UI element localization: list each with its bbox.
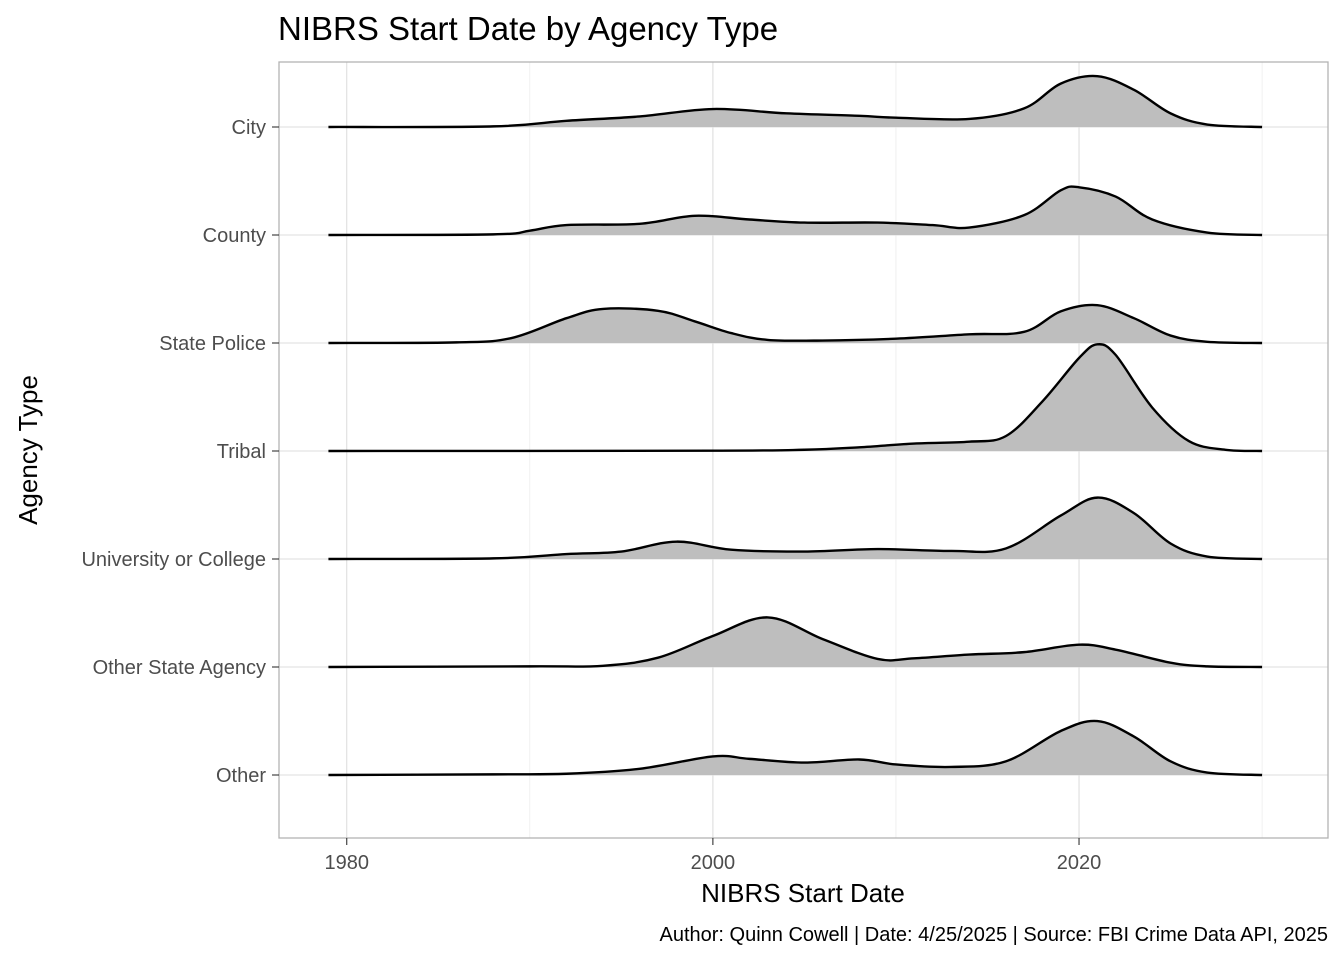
ridge-fill-1: [328, 186, 1263, 235]
ridge-fill-2: [328, 304, 1263, 343]
ridge-line-0: [328, 74, 1263, 129]
ridge-series-group: [328, 74, 1263, 777]
chart-title: NIBRS Start Date by Agency Type: [278, 10, 778, 47]
y-axis: City County State Police Tribal University o…: [81, 117, 279, 787]
x-tick-label-2020: 2020: [1057, 852, 1102, 874]
y-tick-label-5: Other State Agency: [93, 657, 266, 679]
x-tick-label-1980: 1980: [324, 852, 369, 874]
ridge-fill-3: [328, 344, 1263, 451]
y-axis-title: Agency Type: [13, 375, 43, 525]
x-axis-title: NIBRS Start Date: [701, 878, 905, 908]
ridge-fill-6: [328, 720, 1263, 775]
y-tick-label-3: Tribal: [217, 441, 266, 463]
ridge-line-6: [328, 719, 1263, 777]
y-tick-label-0: City: [232, 117, 266, 139]
y-tick-label-1: County: [203, 225, 266, 247]
ridge-fill-4: [328, 497, 1263, 559]
y-tick-label-2: State Police: [159, 333, 266, 355]
ridge-line-2: [328, 303, 1263, 345]
ridge-line-4: [328, 496, 1263, 561]
chart-caption: Author: Quinn Cowell | Date: 4/25/2025 |…: [659, 924, 1328, 946]
panel-border: [278, 61, 1329, 839]
x-axis: 1980 2000 2020: [324, 838, 1101, 874]
x-tick-label-2000: 2000: [691, 852, 736, 874]
ridge-fill-0: [328, 75, 1263, 128]
ridge-line-5: [328, 616, 1263, 669]
y-tick-label-4: University or College: [81, 549, 266, 571]
ridge-line-1: [328, 185, 1263, 237]
ridge-fill-5: [328, 617, 1263, 667]
y-tick-label-6: Other: [216, 765, 266, 787]
ridge-line-3: [328, 343, 1263, 453]
